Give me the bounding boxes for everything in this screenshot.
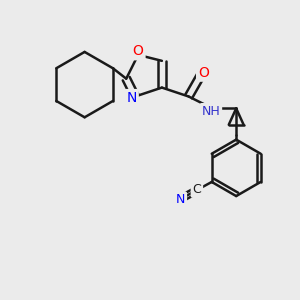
Text: C: C	[193, 183, 201, 196]
Text: O: O	[133, 44, 143, 58]
Text: O: O	[198, 66, 209, 80]
Text: N: N	[176, 193, 185, 206]
Text: N: N	[126, 91, 137, 105]
Text: NH: NH	[202, 105, 220, 118]
